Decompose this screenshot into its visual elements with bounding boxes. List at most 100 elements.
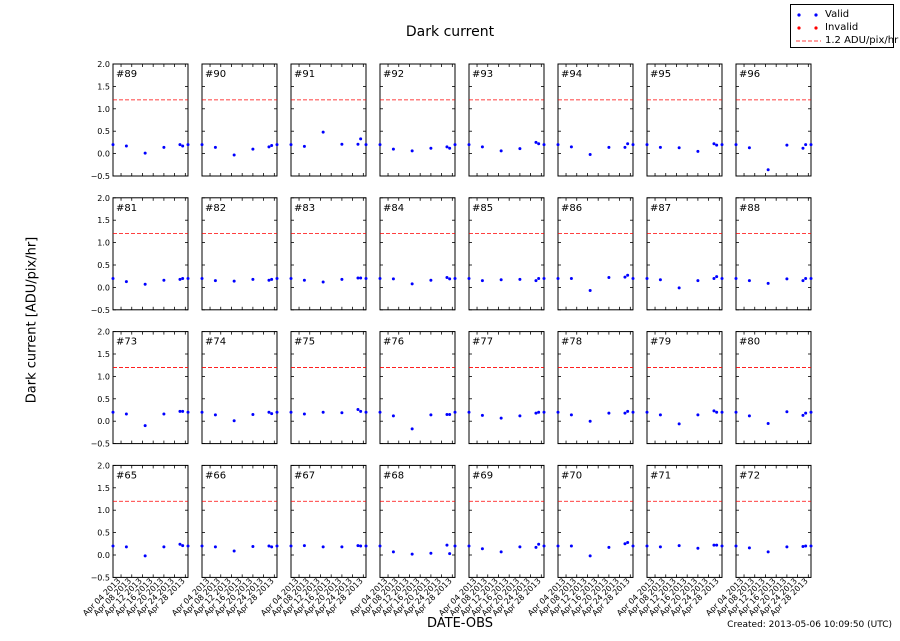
valid-point [588,152,592,156]
y-tick-label: 1.0 [97,105,110,114]
valid-point [364,143,368,147]
panel-frame [201,63,278,177]
valid-point [321,280,325,284]
valid-point [480,279,484,283]
valid-point [289,544,293,548]
valid-point [569,413,573,417]
valid-point [626,540,630,544]
panel-label: #78 [561,337,582,348]
figure-title: Dark current [405,24,495,40]
valid-point [785,545,789,549]
panel-92: #92 [378,63,457,177]
valid-point [631,544,635,548]
x-axis-label: DATE-OBS [426,616,494,631]
valid-point [766,281,770,285]
valid-point [359,544,363,548]
valid-point [429,278,433,282]
valid-point [801,413,805,417]
valid-point [534,279,538,283]
panel-frame [468,63,545,177]
panel-78: #78 [556,331,635,445]
valid-point [658,145,662,149]
valid-point [537,410,541,414]
valid-point [631,143,635,147]
valid-point [588,419,592,423]
valid-point [356,408,360,412]
y-tick-label: 2.0 [97,60,110,69]
valid-point [181,276,185,280]
panel-frame [735,63,812,177]
valid-point [720,410,724,414]
panel-label: #77 [472,337,493,348]
valid-point [267,410,271,414]
valid-point [124,412,128,416]
legend-threshold-line [796,40,821,42]
valid-point [467,544,471,548]
valid-point [696,279,700,283]
valid-point [766,421,770,425]
panel-89: 2.0 1.5 1.0 0.5 0.0 −0.5 #89 [91,60,190,181]
panel-label: #66 [205,470,226,481]
panel-87: #87 [645,197,724,311]
panel-label: #65 [116,470,137,481]
legend-item-invalid: Invalid [791,21,893,35]
valid-point [467,410,471,414]
valid-point [720,276,724,280]
panel-88: #88 [734,197,813,311]
valid-point [302,544,306,548]
panel-93: #93 [467,63,546,177]
y-tick-label: 1.5 [97,216,110,225]
valid-point [410,552,414,556]
valid-point [747,146,751,150]
panel-frame [735,331,812,445]
panel-label: #91 [294,69,315,80]
valid-point [534,411,538,415]
valid-point [448,552,452,556]
valid-point [677,146,681,150]
valid-point [626,273,630,277]
valid-point [467,276,471,280]
panel-95: #95 [645,63,724,177]
valid-point [275,410,279,414]
valid-point [645,276,649,280]
panel-label: #92 [383,69,404,80]
valid-point [696,149,700,153]
valid-point [232,153,236,157]
valid-point [804,143,808,147]
panel-label: #88 [739,203,760,214]
valid-point [289,410,293,414]
valid-point [804,276,808,280]
panel-82: #82 [200,197,279,311]
panel-frame [290,63,367,177]
valid-point [556,544,560,548]
valid-point [181,409,185,413]
valid-point [499,149,503,153]
valid-point [321,410,325,414]
valid-point [518,147,522,151]
panel-label: #70 [561,470,582,481]
valid-point [747,279,751,283]
panel-frame [379,63,456,177]
valid-point [445,145,449,149]
legend-label-threshold: 1.2 ADU/pix/hr [825,35,899,46]
valid-point [453,143,457,147]
valid-point [143,424,147,428]
valid-point [124,545,128,549]
valid-point [289,143,293,147]
panel-label: #95 [650,69,671,80]
y-tick-label: 1.5 [97,484,110,493]
panel-label: #90 [205,69,226,80]
valid-point [453,276,457,280]
legend-label-invalid: Invalid [825,22,859,33]
panel-84: #84 [378,197,457,311]
y-tick-label: 2.0 [97,461,110,470]
valid-point [809,410,813,414]
valid-point [734,276,738,280]
panel-label: #84 [383,203,404,214]
valid-point [111,143,115,147]
panel-frame [557,197,634,311]
panel-80: #80 [734,331,813,445]
valid-point [213,279,217,283]
panel-label: #85 [472,203,493,214]
